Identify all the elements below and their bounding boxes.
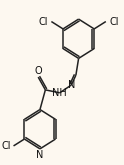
Text: N: N	[36, 150, 44, 160]
Text: Cl: Cl	[1, 141, 11, 151]
Text: Cl: Cl	[109, 16, 119, 27]
Text: N: N	[68, 80, 75, 90]
Text: Cl: Cl	[38, 16, 48, 27]
Text: O: O	[34, 66, 42, 76]
Text: NH: NH	[52, 88, 67, 98]
